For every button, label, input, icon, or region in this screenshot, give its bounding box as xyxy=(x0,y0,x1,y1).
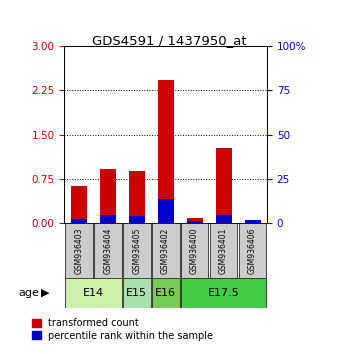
Bar xyxy=(100,215,116,223)
Bar xyxy=(152,223,179,278)
Bar xyxy=(158,80,174,223)
Text: E15: E15 xyxy=(126,288,147,298)
Bar xyxy=(210,223,238,278)
Text: GSM936401: GSM936401 xyxy=(219,227,228,274)
Text: GSM936405: GSM936405 xyxy=(132,227,141,274)
Bar xyxy=(181,223,209,278)
Bar xyxy=(71,187,87,223)
Bar xyxy=(152,278,179,308)
Bar xyxy=(187,218,202,223)
Bar xyxy=(71,219,87,223)
Bar xyxy=(216,215,232,223)
Text: E16: E16 xyxy=(155,288,176,298)
Text: E17.5: E17.5 xyxy=(208,288,239,298)
Text: GSM936403: GSM936403 xyxy=(74,227,83,274)
Bar xyxy=(100,169,116,223)
Bar xyxy=(245,221,261,223)
Text: GDS4591 / 1437950_at: GDS4591 / 1437950_at xyxy=(92,34,246,47)
Bar xyxy=(94,223,122,278)
Bar xyxy=(181,278,266,308)
Text: GSM936404: GSM936404 xyxy=(103,227,112,274)
Text: E14: E14 xyxy=(82,288,104,298)
Text: GSM936406: GSM936406 xyxy=(248,227,257,274)
Bar xyxy=(65,223,93,278)
Text: ▶: ▶ xyxy=(41,288,50,298)
Text: GSM936402: GSM936402 xyxy=(161,227,170,274)
Text: age: age xyxy=(19,288,40,298)
Bar xyxy=(245,220,261,223)
Bar xyxy=(123,223,150,278)
Bar xyxy=(129,216,145,223)
Bar xyxy=(123,278,150,308)
Bar xyxy=(129,171,145,223)
Bar xyxy=(158,199,174,223)
Bar xyxy=(65,278,122,308)
Text: GSM936400: GSM936400 xyxy=(190,227,199,274)
Bar xyxy=(239,223,266,278)
Bar xyxy=(216,148,232,223)
Bar xyxy=(187,221,202,223)
Legend: transformed count, percentile rank within the sample: transformed count, percentile rank withi… xyxy=(32,318,213,341)
